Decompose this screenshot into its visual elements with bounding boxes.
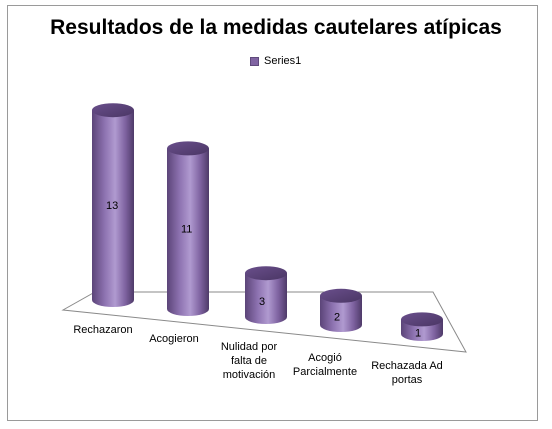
bar-top-3 — [320, 288, 362, 303]
bar-top-2 — [245, 266, 287, 281]
bar-body-1 — [167, 148, 209, 316]
data-label-3: 2 — [334, 311, 340, 323]
category-label-1: Acogieron — [149, 333, 199, 345]
bar-top-4 — [401, 312, 443, 327]
bar-top-1 — [167, 141, 209, 156]
bar-0: 13 — [92, 103, 134, 307]
category-label-0: Rechazaron — [73, 324, 132, 336]
bar-1: 11 — [167, 141, 209, 316]
bar-top-0 — [92, 103, 134, 118]
bar-body-3 — [320, 295, 362, 332]
bar-2: 3 — [245, 266, 287, 324]
legend-label-series1: Series1 — [264, 55, 302, 67]
chart-title: Resultados de la medidas cautelares atíp… — [50, 16, 502, 39]
bar-4: 1 — [401, 312, 443, 341]
legend-swatch-series1 — [250, 56, 259, 66]
data-label-4: 1 — [415, 328, 421, 340]
data-label-0: 13 — [106, 200, 118, 212]
legend: Series1 — [250, 55, 301, 67]
category-label-3: Acogió Parcialmente — [293, 352, 357, 378]
category-label-2: Nulidad por falta de motivación — [221, 341, 278, 381]
bar-3: 2 — [320, 288, 362, 332]
bar-body-0 — [92, 110, 134, 307]
data-label-2: 3 — [259, 296, 265, 308]
data-label-1: 11 — [181, 224, 192, 236]
bar-body-2 — [245, 273, 287, 324]
category-label-4: Rechazada Ad portas — [371, 360, 443, 386]
